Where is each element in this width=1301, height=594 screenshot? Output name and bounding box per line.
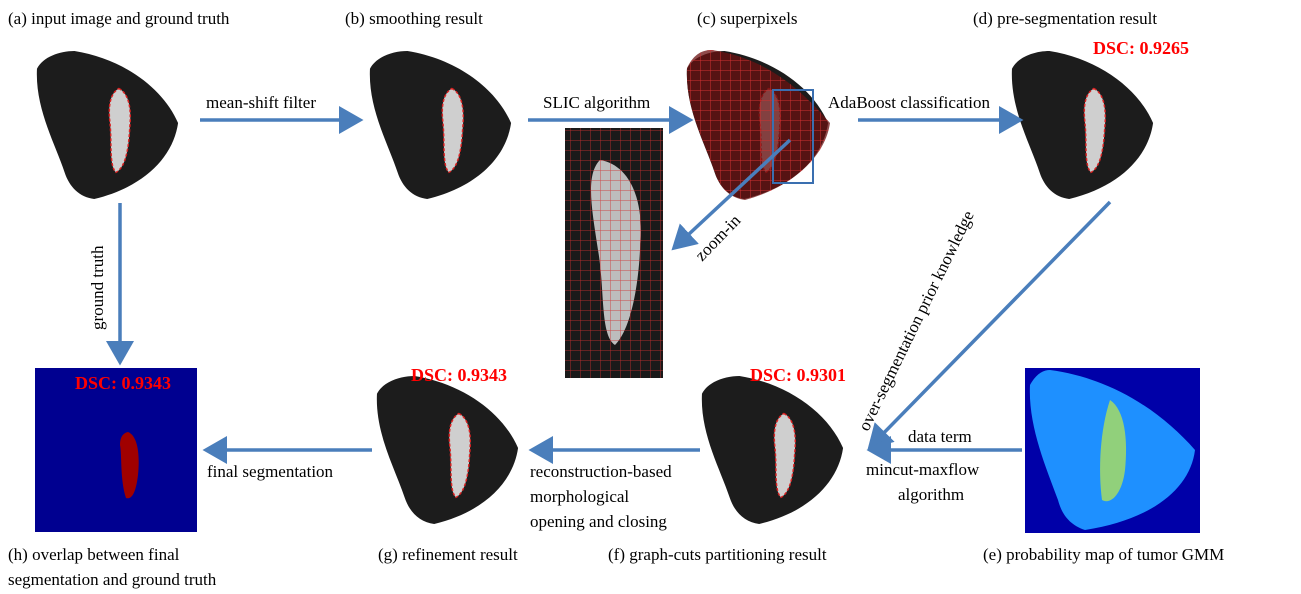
image-a bbox=[37, 51, 178, 199]
zoom-image bbox=[565, 128, 663, 378]
caption: (f) graph-cuts partitioning result bbox=[608, 545, 827, 564]
edge-label: mincut-maxflow bbox=[866, 460, 980, 479]
edge-label: SLIC algorithm bbox=[543, 93, 650, 112]
edge-label: morphological bbox=[530, 487, 629, 506]
caption: (c) superpixels bbox=[697, 9, 798, 28]
edge-label: AdaBoost classification bbox=[828, 93, 990, 112]
edge-label: opening and closing bbox=[530, 512, 667, 531]
edge-label: ground truth bbox=[88, 245, 107, 330]
image-c bbox=[687, 50, 830, 200]
caption: (a) input image and ground truth bbox=[8, 9, 230, 28]
caption: (h) overlap between final bbox=[8, 545, 180, 564]
edge-label: zoom-in bbox=[691, 210, 744, 264]
edge-label: reconstruction-based bbox=[530, 462, 672, 481]
dsc-score: DSC: 0.9301 bbox=[750, 365, 846, 385]
edge-label: mean-shift filter bbox=[206, 93, 316, 112]
image-b bbox=[370, 51, 511, 199]
edge-label: final segmentation bbox=[207, 462, 334, 481]
caption: (e) probability map of tumor GMM bbox=[983, 545, 1224, 564]
dsc-score: DSC: 0.9343 bbox=[75, 373, 171, 393]
pipeline-diagram: (a) input image and ground truth (b) smo… bbox=[0, 0, 1301, 594]
image-e bbox=[1025, 368, 1200, 533]
edge-label: algorithm bbox=[898, 485, 964, 504]
edge-label: data term bbox=[908, 427, 972, 446]
image-g bbox=[377, 376, 518, 524]
dsc-score: DSC: 0.9265 bbox=[1093, 38, 1189, 58]
image-d bbox=[1012, 51, 1153, 199]
dsc-score: DSC: 0.9343 bbox=[411, 365, 507, 385]
caption: (b) smoothing result bbox=[345, 9, 483, 28]
image-f bbox=[702, 376, 843, 524]
caption: segmentation and ground truth bbox=[8, 570, 217, 589]
caption: (d) pre-segmentation result bbox=[973, 9, 1157, 28]
caption: (g) refinement result bbox=[378, 545, 518, 564]
